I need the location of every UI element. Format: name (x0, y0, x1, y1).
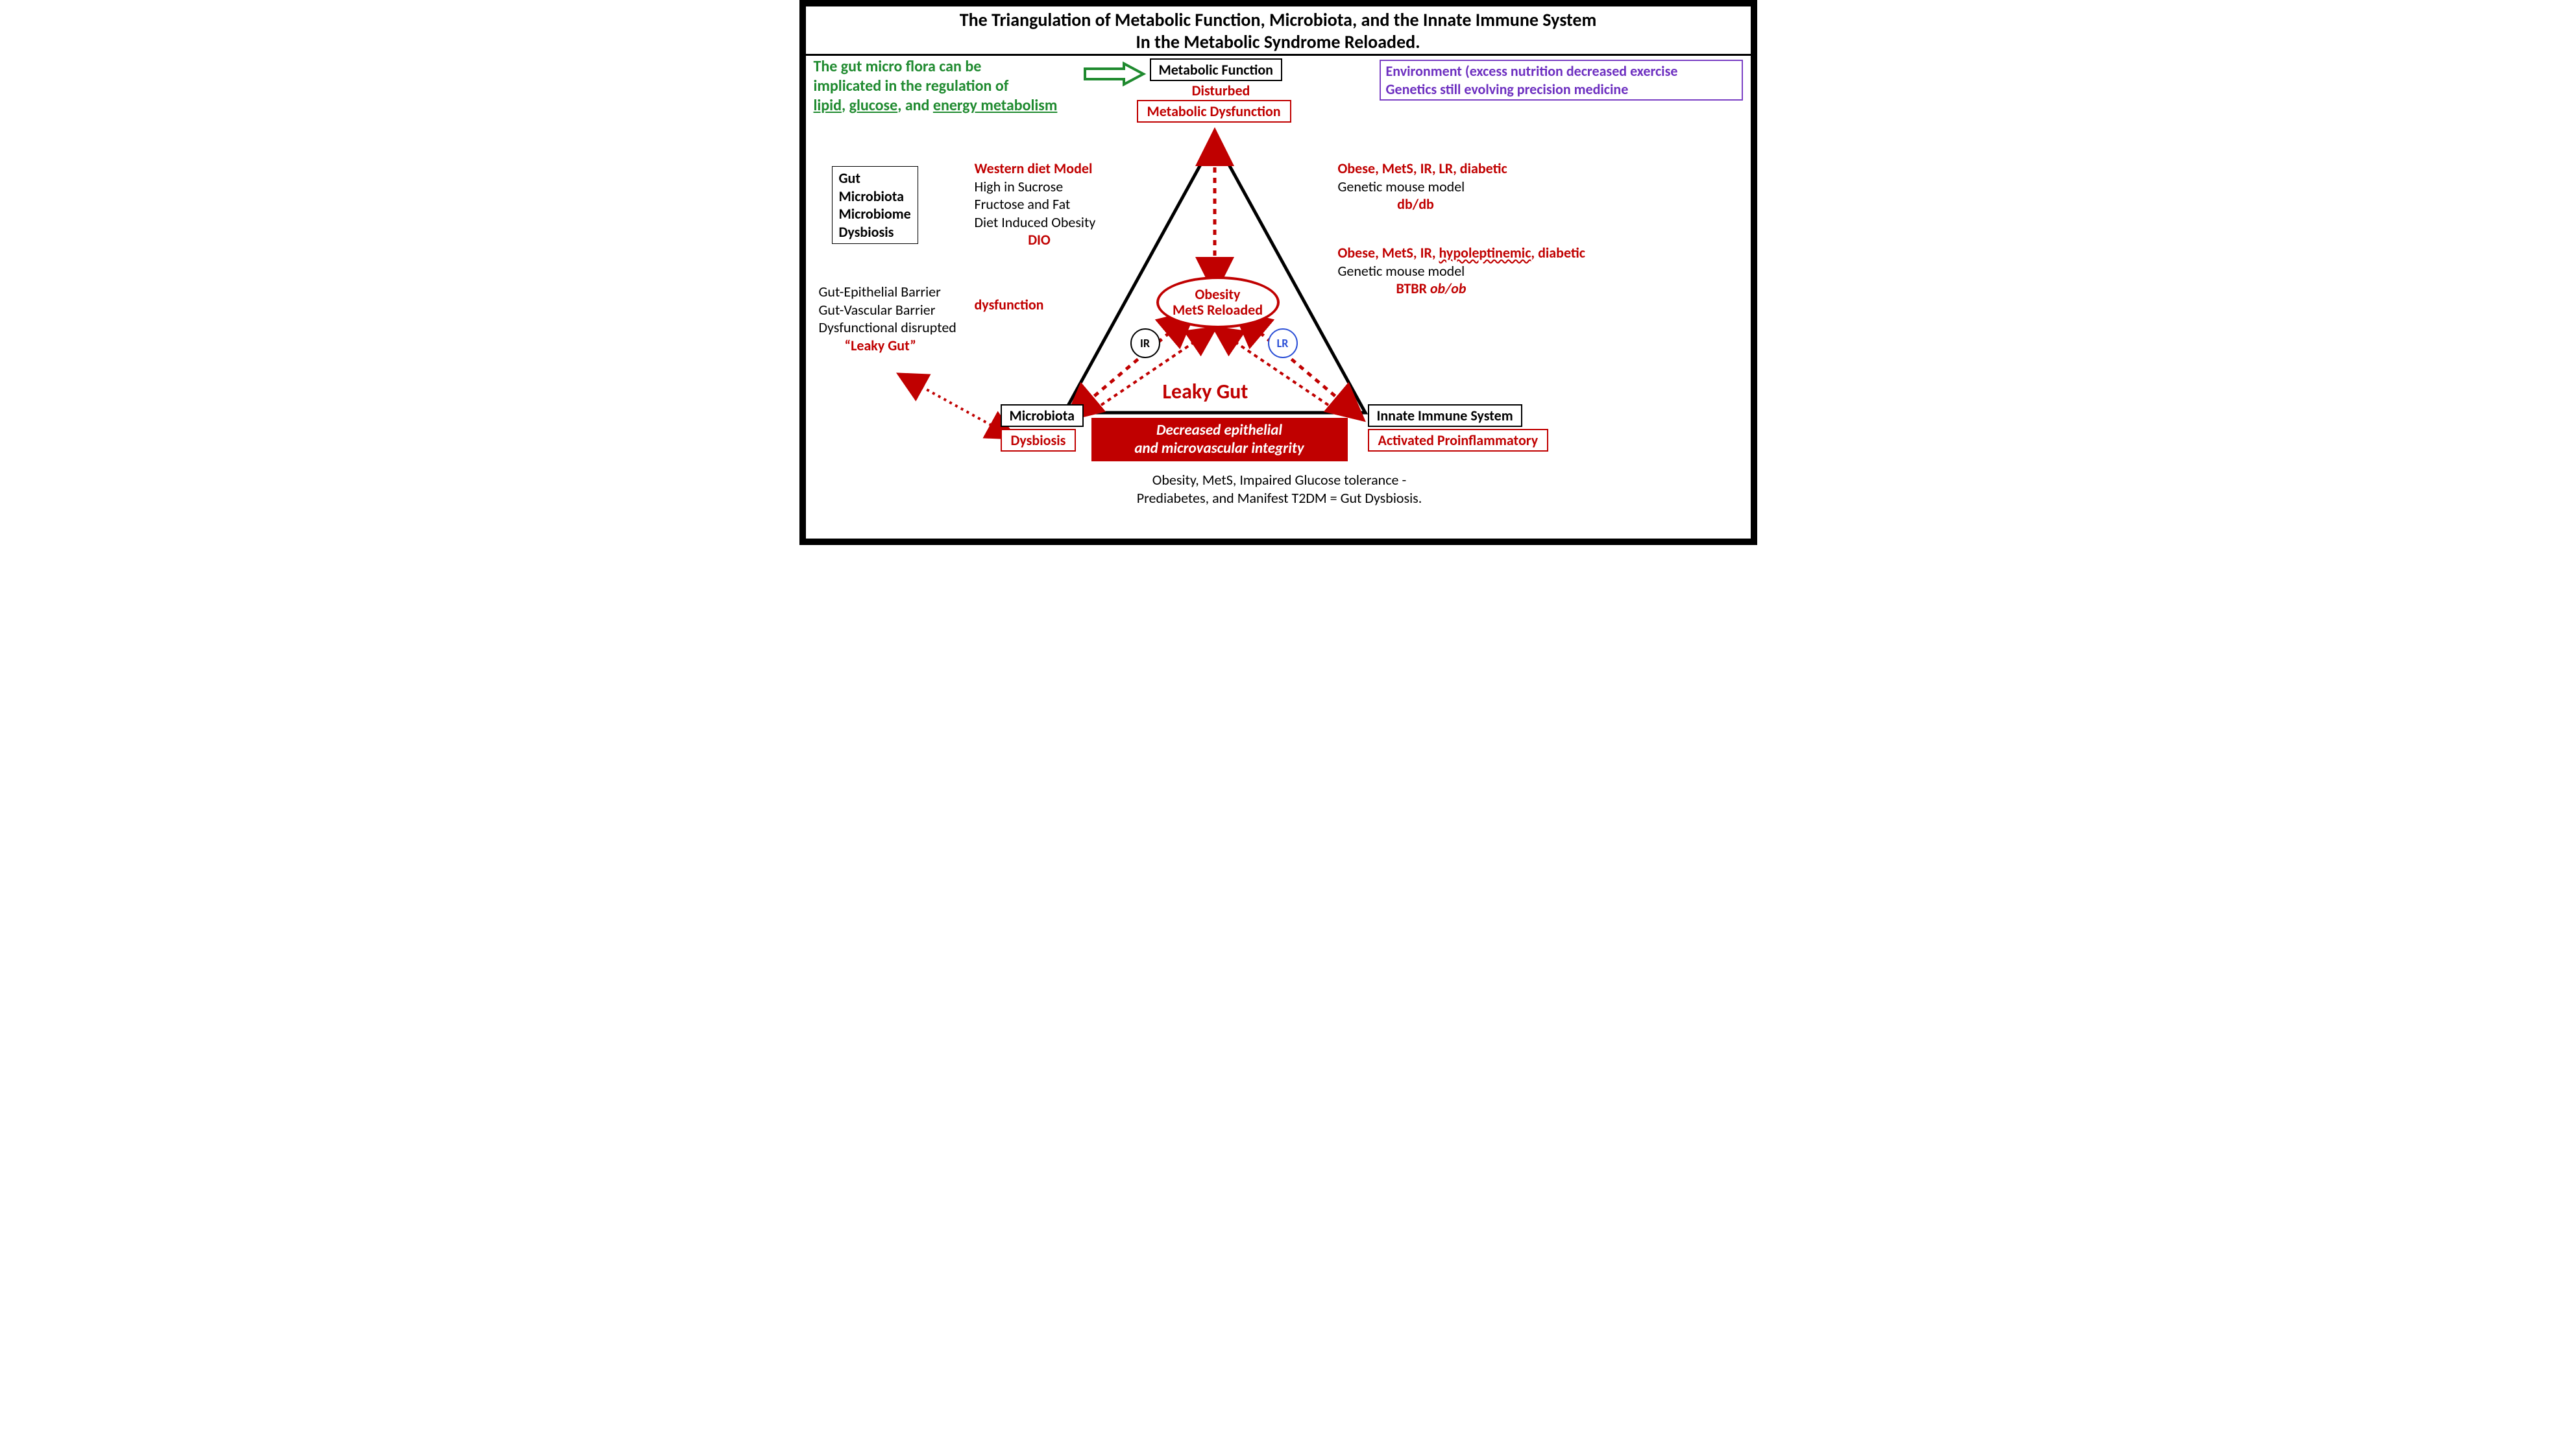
model-dbdb-block: Obese, MetS, IR, LR, diabetic Genetic mo… (1338, 160, 1507, 213)
purple-environment-note: Environment (excess nutrition decreased … (1380, 60, 1743, 101)
green-line1: The gut micro flora can be (814, 57, 982, 76)
footer-text: Obesity, MetS, Impaired Glucose toleranc… (1053, 471, 1507, 507)
vertex-left-box: Microbiota (1001, 404, 1084, 427)
western-l1: High in Sucrose (975, 178, 1104, 196)
ir-label: IR (1140, 336, 1150, 350)
model2-name-a: BTBR (1396, 280, 1430, 297)
redbar-l2: and microvascular integrity (1104, 440, 1335, 458)
barrier-l1: Gut-Epithelial Barrier (819, 283, 956, 301)
model1-name: db/db (1338, 195, 1494, 213)
green-line2: implicated in the regulation of (814, 77, 1009, 95)
green-u-glucose: glucose (849, 96, 898, 115)
model2-name-b: ob/ob (1430, 280, 1467, 297)
model1-head: Obese, MetS, IR, LR, diabetic (1338, 160, 1507, 178)
green-u-lipid: lipid (814, 96, 842, 115)
model2-sub: Genetic mouse model (1338, 262, 1585, 280)
gutbox-l2: Microbiota (839, 188, 911, 206)
title-line-2: In the Metabolic Syndrome Reloaded. (812, 31, 1744, 53)
gutbox-l1: Gut (839, 169, 911, 188)
green-u-energy: energy metabolism (933, 96, 1058, 115)
footer-l2: Prediabetes, and Manifest T2DM = Gut Dys… (1053, 489, 1507, 507)
barrier-text-block: Gut-Epithelial Barrier Gut-Vascular Barr… (819, 283, 956, 354)
model1-sub: Genetic mouse model (1338, 178, 1507, 196)
footer-l1: Obesity, MetS, Impaired Glucose toleranc… (1053, 471, 1507, 489)
green-sep1: , (842, 96, 849, 115)
gutbox-l3: Microbiome (839, 205, 911, 223)
ellipse-l2: MetS Reloaded (1173, 302, 1263, 318)
barrier-l2: Gut-Vascular Barrier (819, 301, 956, 319)
model2-head-a: Obese, MetS, IR, (1338, 244, 1439, 261)
western-dysfunction: dysfunction (975, 296, 1044, 313)
barrier-leaky: “Leaky Gut” (819, 337, 956, 355)
vertex-top-box: Metabolic Function (1150, 58, 1282, 81)
purple-line2: Genetics still evolving precision medici… (1386, 80, 1736, 99)
green-microflora-note: The gut micro flora can be implicated in… (814, 57, 1086, 115)
western-diet-block: Western diet Model High in Sucrose Fruct… (975, 160, 1104, 249)
model2-head: Obese, MetS, IR, hypoleptinemic, diabeti… (1338, 244, 1585, 262)
center-ellipse: Obesity MetS Reloaded (1156, 276, 1280, 328)
lr-label: LR (1277, 336, 1289, 350)
model2-name: BTBR ob/ob (1338, 280, 1585, 298)
model2-head-u: hypoleptinemic (1439, 244, 1531, 261)
dysbiosis-box: Dysbiosis (1001, 429, 1077, 452)
metabolic-dysfunction-box: Metabolic Dysfunction (1137, 100, 1291, 123)
lr-circle: LR (1268, 328, 1298, 358)
red-integrity-bar: Decreased epithelial and microvascular i… (1091, 418, 1348, 461)
western-head: Western diet Model (975, 160, 1104, 178)
vertex-right-box: Innate Immune System (1368, 404, 1522, 427)
gut-microbiota-box: Gut Microbiota Microbiome Dysbiosis (832, 166, 918, 244)
barrier-l3: Dysfunctional disrupted (819, 319, 956, 337)
purple-line1: Environment (excess nutrition decreased … (1386, 62, 1736, 80)
redbar-l1: Decreased epithelial (1104, 422, 1335, 440)
leaky-gut-label: Leaky Gut (1163, 379, 1248, 404)
western-dio: DIO (975, 231, 1104, 249)
disturbed-label: Disturbed (1182, 82, 1260, 99)
green-sep2: , and (897, 96, 933, 115)
ellipse-l1: Obesity (1173, 287, 1263, 302)
activated-proinflammatory-box: Activated Proinflammatory (1368, 429, 1549, 452)
model-obob-block: Obese, MetS, IR, hypoleptinemic, diabeti… (1338, 244, 1585, 298)
ir-circle: IR (1130, 328, 1160, 358)
western-l3: Diet Induced Obesity (975, 213, 1104, 232)
western-l2: Fructose and Fat (975, 195, 1104, 213)
diagram-frame: The Triangulation of Metabolic Function,… (799, 0, 1757, 545)
title-band: The Triangulation of Metabolic Function,… (806, 6, 1751, 56)
model2-head-b: , diabetic (1531, 244, 1585, 261)
content-area: The gut micro flora can be implicated in… (806, 56, 1751, 537)
gutbox-l4: Dysbiosis (839, 223, 911, 241)
title-line-1: The Triangulation of Metabolic Function,… (812, 9, 1744, 31)
